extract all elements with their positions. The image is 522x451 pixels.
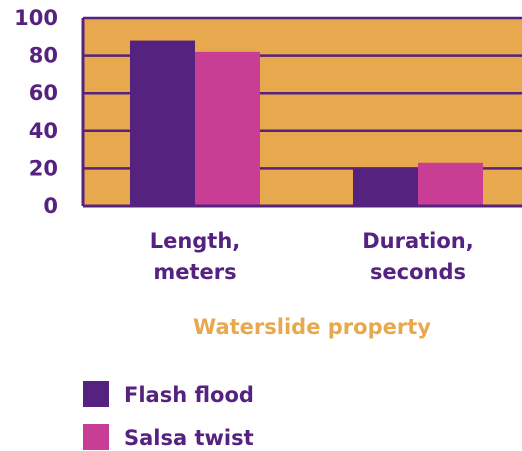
category-labels: Length, meters Duration, seconds <box>150 229 474 284</box>
y-tick-label: 80 <box>29 44 58 68</box>
category-label: Duration, seconds <box>362 229 474 284</box>
bars <box>130 40 483 207</box>
legend: Flash flood Salsa twist <box>83 381 254 450</box>
y-tick-label: 100 <box>14 6 58 30</box>
bar-flash-flood-1 <box>353 168 418 206</box>
category-label: Length, meters <box>150 229 241 284</box>
legend-label: Salsa twist <box>124 426 254 450</box>
y-tick-label: 0 <box>43 194 58 218</box>
x-axis-label: Waterslide property <box>193 315 431 339</box>
y-tick-labels: 0 20 40 60 80 100 <box>14 6 58 218</box>
legend-swatch <box>83 424 109 450</box>
legend-swatch <box>83 381 109 407</box>
y-tick-label: 20 <box>29 156 58 180</box>
bar-salsa-twist-0 <box>195 51 260 207</box>
bar-salsa-twist-1 <box>418 162 483 206</box>
y-tick-label: 40 <box>29 119 58 143</box>
y-tick-label: 60 <box>29 81 58 105</box>
bar-flash-flood-0 <box>130 40 195 207</box>
legend-label: Flash flood <box>124 383 254 407</box>
